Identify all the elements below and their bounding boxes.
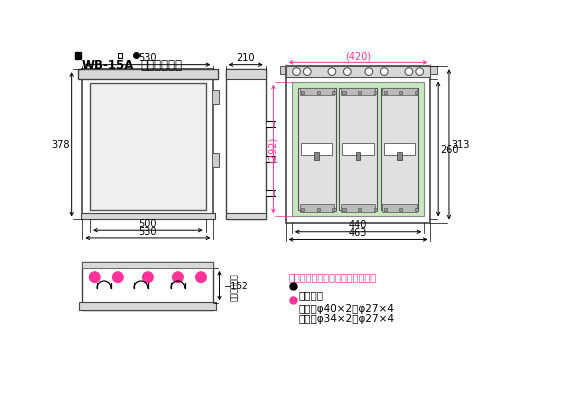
- Text: 下部：φ40×2、φ27×4: 下部：φ40×2、φ27×4: [298, 303, 394, 313]
- Bar: [301, 208, 304, 211]
- Bar: [339, 89, 377, 211]
- Text: 378: 378: [52, 140, 70, 150]
- Bar: [382, 205, 416, 212]
- Bar: [90, 84, 206, 211]
- Circle shape: [343, 68, 351, 76]
- Circle shape: [380, 68, 388, 76]
- Bar: [374, 92, 377, 95]
- Text: 500: 500: [139, 218, 157, 228]
- Bar: [400, 92, 402, 95]
- Bar: [79, 302, 216, 310]
- Bar: [292, 82, 424, 217]
- Text: WB-15A: WB-15A: [81, 59, 134, 72]
- Bar: [226, 70, 266, 220]
- Bar: [83, 262, 214, 310]
- Bar: [430, 67, 437, 75]
- Circle shape: [303, 68, 311, 76]
- Bar: [226, 214, 266, 220]
- Bar: [400, 208, 402, 211]
- Bar: [75, 53, 81, 60]
- Circle shape: [328, 68, 336, 76]
- Bar: [356, 153, 360, 160]
- Bar: [315, 153, 319, 160]
- Bar: [358, 92, 361, 95]
- Circle shape: [293, 68, 300, 76]
- Bar: [342, 208, 346, 211]
- Bar: [285, 67, 430, 223]
- Bar: [212, 91, 220, 104]
- Bar: [384, 143, 415, 156]
- Bar: [285, 67, 430, 78]
- Bar: [382, 89, 416, 96]
- Circle shape: [365, 68, 373, 76]
- Bar: [301, 92, 304, 95]
- Circle shape: [405, 68, 413, 76]
- Bar: [226, 70, 266, 79]
- Bar: [78, 70, 218, 79]
- Bar: [300, 89, 334, 96]
- Bar: [300, 205, 334, 212]
- Bar: [333, 92, 336, 95]
- Text: 木板ベース付: 木板ベース付: [140, 59, 182, 72]
- Text: （）内寸法は、ねじピッチです。: （）内寸法は、ねじピッチです。: [289, 271, 377, 281]
- Bar: [341, 205, 375, 212]
- Bar: [266, 122, 274, 128]
- Text: 210: 210: [237, 53, 255, 63]
- Bar: [317, 208, 320, 211]
- Circle shape: [89, 272, 100, 283]
- Bar: [266, 191, 274, 197]
- Bar: [301, 143, 333, 156]
- Circle shape: [112, 272, 123, 283]
- Bar: [415, 92, 418, 95]
- Circle shape: [416, 68, 424, 76]
- Text: 背面：φ34×2、φ27×4: 背面：φ34×2、φ27×4: [298, 313, 394, 324]
- Text: 530: 530: [139, 53, 157, 63]
- Bar: [317, 92, 320, 95]
- Circle shape: [196, 272, 206, 283]
- Text: 260: 260: [441, 145, 459, 155]
- Text: （有効深さ）: （有効深さ）: [230, 272, 239, 300]
- Text: (420): (420): [345, 51, 371, 61]
- Bar: [342, 92, 346, 95]
- Bar: [279, 67, 285, 75]
- Bar: [81, 214, 215, 220]
- Text: ノック径: ノック径: [298, 289, 323, 299]
- Text: 530: 530: [139, 226, 157, 236]
- Text: (292): (292): [268, 136, 278, 163]
- Bar: [298, 89, 336, 211]
- Bar: [384, 208, 387, 211]
- Bar: [333, 208, 336, 211]
- Circle shape: [143, 272, 153, 283]
- Bar: [374, 208, 377, 211]
- Bar: [342, 143, 374, 156]
- Circle shape: [173, 272, 183, 283]
- Bar: [83, 262, 214, 268]
- Bar: [397, 153, 402, 160]
- Text: 313: 313: [451, 140, 470, 150]
- Text: 463: 463: [349, 228, 368, 238]
- Bar: [384, 92, 387, 95]
- Text: 440: 440: [349, 220, 368, 230]
- Bar: [358, 208, 361, 211]
- Bar: [118, 54, 123, 59]
- Bar: [380, 89, 418, 211]
- Bar: [266, 156, 274, 162]
- Bar: [415, 208, 418, 211]
- Bar: [212, 154, 220, 168]
- Text: −152: −152: [223, 281, 247, 290]
- Bar: [83, 70, 214, 220]
- Bar: [341, 89, 375, 96]
